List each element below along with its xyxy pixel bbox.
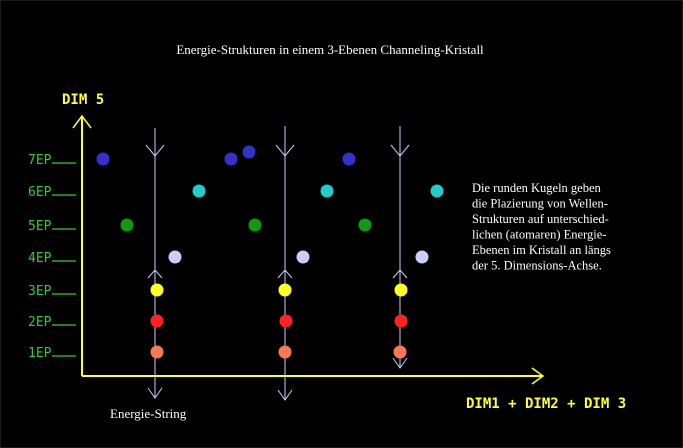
- description-line-3: Strukturen auf unterschied-: [472, 212, 609, 226]
- y-axis-arrowhead: [72, 114, 92, 129]
- level-label-5ep: 5EP: [28, 219, 52, 234]
- sphere-string2-level3: [278, 283, 292, 297]
- axes: DIM 5 DIM1 + DIM2 + DIM 3: [62, 92, 626, 412]
- sphere-string3-level3: [394, 283, 408, 297]
- sphere-string3-level1: [393, 345, 407, 359]
- description-line-4: lichen (atomaren) Energie-: [472, 228, 606, 242]
- string-label: Energie-String: [110, 406, 187, 421]
- energy-strings: [145, 126, 410, 401]
- level-labels: 1EP 2EP 3EP 4EP 5EP 6EP 7EP: [28, 153, 76, 361]
- description-text: Die runden Kugeln geben die Plazierung vo…: [472, 181, 611, 273]
- level-label-2ep: 2EP: [28, 315, 52, 330]
- level-label-7ep: 7EP: [28, 153, 52, 168]
- description-line-2: die Plazierung von Wellen-: [472, 197, 608, 211]
- x-axis-label: DIM1 + DIM2 + DIM 3: [466, 396, 626, 412]
- level-label-1ep: 1EP: [28, 346, 52, 361]
- level-label-3ep: 3EP: [28, 284, 52, 299]
- energy-spheres: [96, 145, 444, 359]
- sphere-string2-level1: [278, 345, 292, 359]
- description-line-6: der 5. Dimensions-Achse.: [472, 259, 602, 273]
- sphere-string1-level6: [192, 184, 206, 198]
- description-line-5: Ebenen im Kristall an längs: [472, 243, 611, 257]
- sphere-string3-level7: [342, 152, 356, 166]
- diagram-title: Energie-Strukturen in einem 3-Ebenen Cha…: [176, 42, 484, 57]
- sphere-string2-level2: [279, 314, 293, 328]
- sphere-string1-level4: [168, 250, 182, 264]
- level-label-6ep: 6EP: [28, 185, 52, 200]
- sphere-string1-level2: [150, 314, 164, 328]
- sphere-string3-level4: [415, 250, 429, 264]
- sphere-string2-level6: [320, 184, 334, 198]
- energy-string-2: [275, 126, 295, 401]
- description-line-1: Die runden Kugeln geben: [472, 181, 602, 195]
- sphere-string3-level6: [430, 184, 444, 198]
- sphere-string1-level1: [150, 345, 164, 359]
- sphere-string2-level7-b: [242, 145, 256, 159]
- sphere-string2-level7: [224, 152, 238, 166]
- sphere-string2-level5: [248, 218, 262, 232]
- sphere-string1-level7: [96, 152, 110, 166]
- x-axis-arrowhead: [531, 367, 545, 385]
- y-axis-label: DIM 5: [62, 92, 104, 108]
- sphere-string3-level5: [358, 218, 372, 232]
- sphere-string1-level3: [150, 283, 164, 297]
- sphere-string1-level5: [120, 218, 134, 232]
- energy-string-3: [390, 126, 410, 369]
- level-label-4ep: 4EP: [28, 251, 52, 266]
- sphere-string2-level4: [296, 250, 310, 264]
- sphere-string3-level2: [394, 314, 408, 328]
